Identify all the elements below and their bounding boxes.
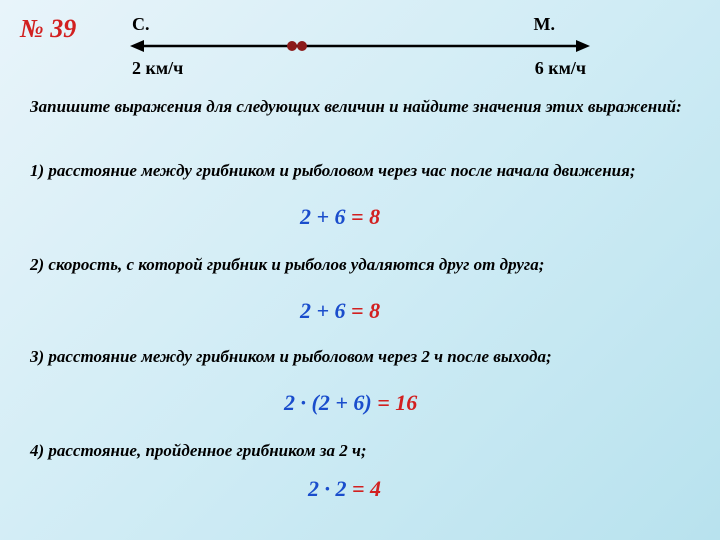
answer-4: 2 · 2 = 4 — [308, 476, 381, 502]
diagram-line — [130, 36, 590, 56]
diagram-speed-right: 6 км/ч — [535, 58, 586, 79]
answer-3-result: = 16 — [377, 390, 417, 415]
diagram-label-left: С. — [132, 14, 150, 35]
question-3: 3) расстояние между грибником и рыболово… — [30, 346, 690, 368]
answer-2-expression: 2 + 6 — [300, 298, 351, 323]
motion-diagram: С. М. 2 км/ч 6 км/ч — [130, 14, 620, 74]
answer-3-expression: 2 · (2 + 6) — [284, 390, 377, 415]
problem-number: № 39 — [20, 14, 76, 44]
answer-2-result: = 8 — [351, 298, 380, 323]
intro-text: Запишите выражения для следующих величин… — [30, 96, 690, 118]
answer-1-expression: 2 + 6 — [300, 204, 351, 229]
question-2: 2) скорость, с которой грибник и рыболов… — [30, 254, 690, 276]
diagram-label-right: М. — [534, 14, 556, 35]
answer-3: 2 · (2 + 6) = 16 — [284, 390, 417, 416]
answer-2: 2 + 6 = 8 — [300, 298, 380, 324]
answer-4-expression: 2 · 2 — [308, 476, 352, 501]
diagram-speed-left: 2 км/ч — [132, 58, 183, 79]
question-4: 4) расстояние, пройденное грибником за 2… — [30, 440, 690, 462]
answer-1-result: = 8 — [351, 204, 380, 229]
answer-1: 2 + 6 = 8 — [300, 204, 380, 230]
answer-4-result: = 4 — [352, 476, 381, 501]
question-1: 1) расстояние между грибником и рыболово… — [30, 160, 690, 182]
